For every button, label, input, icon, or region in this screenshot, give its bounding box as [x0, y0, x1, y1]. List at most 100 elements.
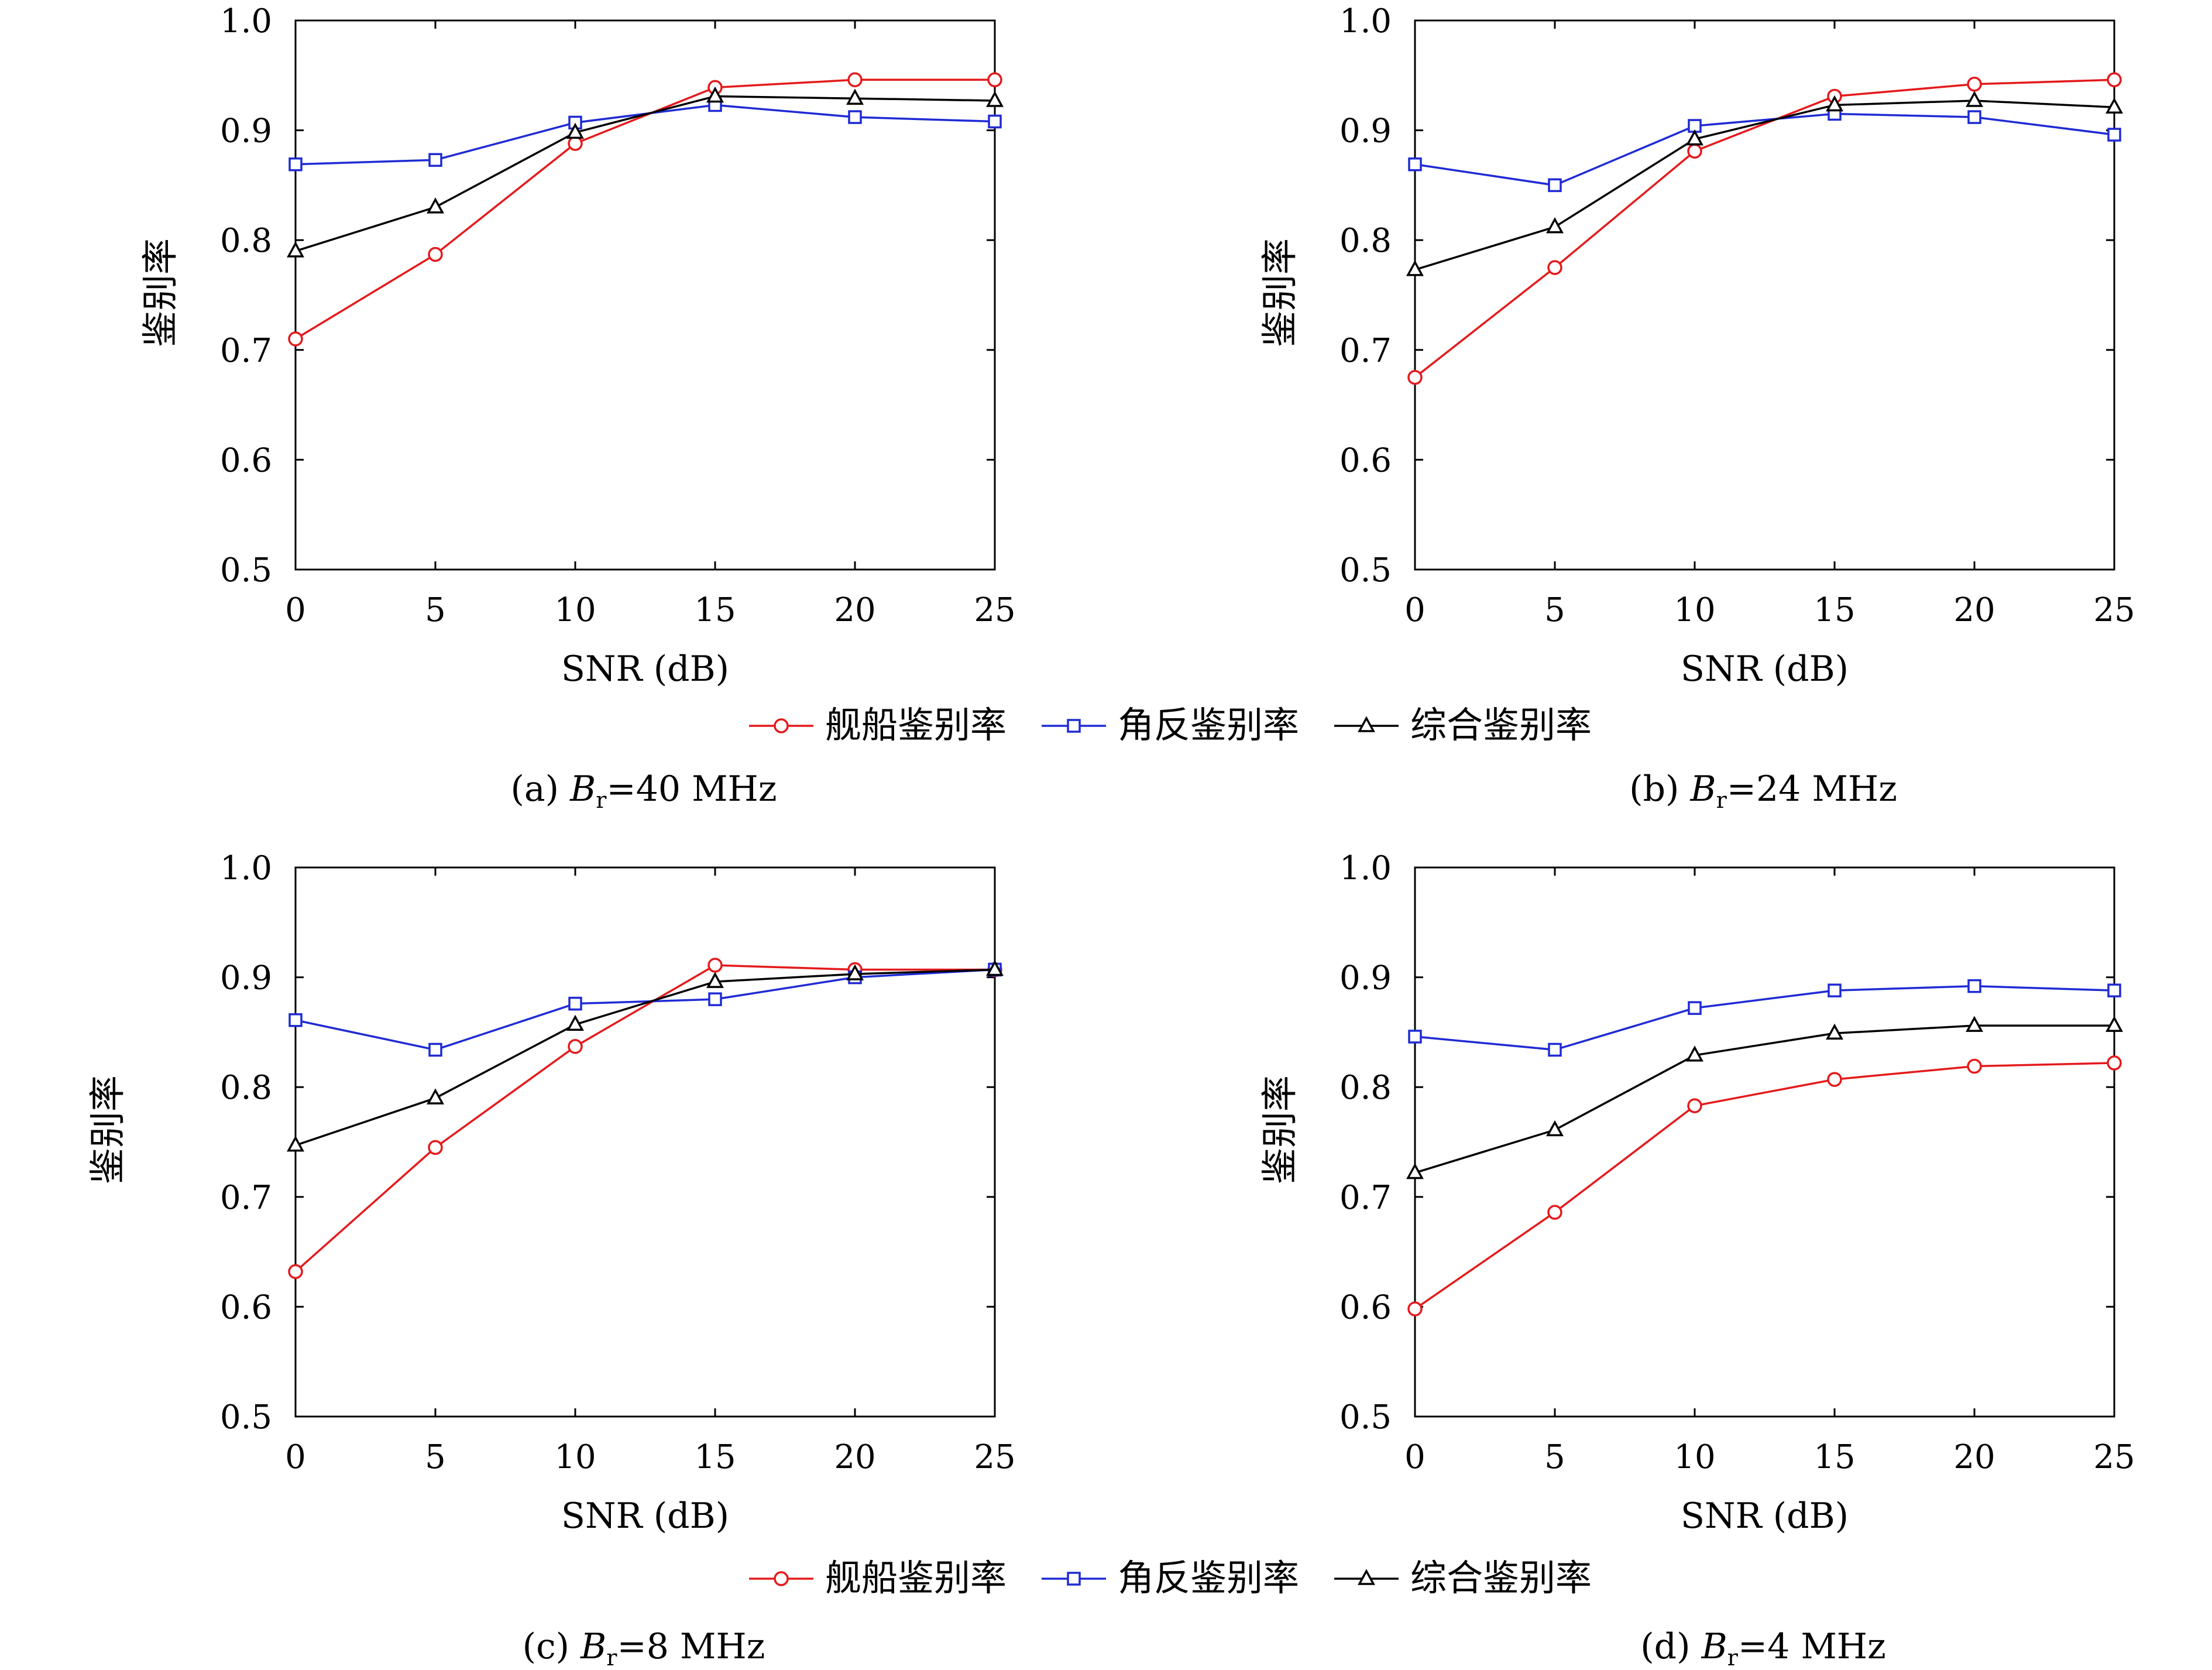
x-tick-label: 0 — [285, 591, 306, 629]
y-tick-label: 0.7 — [1339, 332, 1392, 370]
data-point — [1827, 1072, 1842, 1087]
data-point — [428, 153, 442, 167]
series-square — [288, 962, 1002, 1057]
series-circle — [288, 958, 1002, 1280]
data-point — [2105, 1016, 2123, 1032]
data-point — [428, 246, 443, 262]
series-square — [1408, 107, 2121, 193]
legend-item: 角反鉴别率 — [1042, 1556, 1299, 1599]
x-tick-label: 25 — [2093, 1438, 2135, 1476]
legend-item: 舰船鉴别率 — [749, 704, 1007, 746]
series-square — [288, 98, 1002, 172]
data-point — [288, 1013, 303, 1027]
data-point — [568, 996, 582, 1011]
series-line — [295, 968, 995, 1147]
series-circle — [288, 72, 1002, 347]
legend-label: 舰船鉴别率 — [825, 704, 1007, 746]
x-tick-label: 15 — [694, 591, 736, 629]
data-point — [1408, 157, 1422, 172]
y-tick-label: 1.0 — [1339, 2, 1392, 40]
data-point — [987, 72, 1002, 88]
y-tick-label: 0.6 — [1339, 1288, 1392, 1326]
legend-marker — [774, 1571, 789, 1586]
legend-item: 综合鉴别率 — [1334, 704, 1592, 746]
y-tick-label: 1.0 — [220, 849, 272, 887]
legend-label: 角反鉴别率 — [1118, 1556, 1299, 1599]
data-point — [1547, 1205, 1562, 1220]
chart-panel-c: 0 5 10 15 20 25 0.5 0.6 0.7 0.8 0.9 1.0 SNR (dB) 鉴别率 (… — [86, 849, 1016, 1670]
data-point — [1828, 983, 1842, 997]
caption-prefix: (d) — [1640, 1626, 1701, 1667]
data-point — [1966, 1016, 1983, 1032]
chart-panel-a: 0 5 10 15 20 25 0.5 0.6 0.7 0.8 0.9 1.0 SNR (dB) 鉴别率 (… — [139, 2, 1016, 813]
plot-area — [1414, 866, 2115, 1418]
data-point — [1688, 1001, 1702, 1015]
x-tick-label: 0 — [285, 1438, 306, 1476]
data-point — [428, 1043, 442, 1057]
data-point — [706, 972, 724, 988]
series-triangle — [287, 959, 1004, 1152]
panel-caption: (d) Br=4 MHz — [1640, 1626, 1885, 1670]
data-point — [1686, 1045, 1703, 1062]
y-tick-label: 0.7 — [220, 1179, 272, 1217]
y-tick-label: 0.5 — [220, 551, 272, 589]
x-tick-label: 10 — [554, 591, 596, 629]
y-tick-label: 0.8 — [1339, 222, 1392, 260]
caption-suffix: =24 MHz — [1727, 769, 1897, 810]
caption-var: B — [580, 1626, 606, 1667]
legend-marker — [1067, 719, 1081, 733]
caption-sub: r — [606, 1645, 617, 1670]
data-point — [1407, 369, 1423, 385]
plot-area — [294, 19, 996, 571]
data-point — [1967, 110, 1981, 124]
y-axis-label: 鉴别率 — [139, 238, 181, 347]
legend-row-1: 舰船鉴别率 角反鉴别率 综合鉴别率 — [749, 704, 1592, 746]
y-tick-label: 0.7 — [1339, 1179, 1392, 1217]
x-axis-label: SNR (dB) — [561, 649, 729, 690]
data-point — [1826, 1023, 1843, 1040]
caption-prefix: (c) — [523, 1626, 581, 1667]
data-point — [1406, 260, 1424, 276]
legend-label: 综合鉴别率 — [1410, 1556, 1592, 1599]
data-point — [2105, 97, 2123, 114]
plot-area — [1414, 19, 2115, 571]
panel-caption: (b) Br=24 MHz — [1629, 769, 1897, 813]
x-tick-label: 5 — [1544, 591, 1565, 629]
data-point — [707, 958, 723, 973]
plot-area — [294, 866, 996, 1418]
caption-var: B — [1701, 1626, 1727, 1667]
series-line — [1414, 100, 2115, 271]
data-point — [566, 1014, 584, 1031]
series-triangle — [1406, 91, 2123, 276]
data-point — [1966, 91, 1983, 107]
caption-var: B — [1689, 769, 1716, 810]
series-line — [295, 968, 995, 1051]
caption-prefix: (b) — [1629, 769, 1690, 810]
data-point — [848, 110, 862, 124]
data-point — [2107, 1055, 2122, 1071]
chart-panel-d: 0 5 10 15 20 25 0.5 0.6 0.7 0.8 0.9 1.0 SNR (dB) 鉴别率 (… — [1258, 849, 2135, 1670]
legend-row-2: 舰船鉴别率 角反鉴别率 综合鉴别率 — [749, 1556, 1592, 1599]
data-point — [1967, 77, 1982, 92]
data-point — [1826, 95, 1843, 112]
series-line — [1414, 78, 2115, 379]
data-point — [708, 992, 722, 1006]
series-line — [1414, 985, 2115, 1051]
legend-item: 舰船鉴别率 — [749, 1556, 1007, 1599]
data-point — [1687, 143, 1702, 159]
legend-label: 综合鉴别率 — [1410, 704, 1592, 746]
panel-caption: (c) Br=8 MHz — [523, 1626, 765, 1670]
data-point — [1547, 260, 1562, 275]
data-point — [428, 1140, 443, 1155]
y-axis-label: 鉴别率 — [1258, 1075, 1301, 1184]
caption-var: B — [569, 769, 596, 810]
data-point — [1967, 979, 1981, 993]
panel-caption: (a) Br=40 MHz — [510, 769, 777, 813]
x-tick-label: 10 — [554, 1438, 596, 1476]
caption-suffix: =8 MHz — [617, 1626, 765, 1667]
data-point — [2107, 72, 2122, 88]
legend-item: 综合鉴别率 — [1334, 1556, 1592, 1599]
data-point — [1546, 217, 1564, 234]
x-tick-label: 25 — [974, 591, 1015, 629]
